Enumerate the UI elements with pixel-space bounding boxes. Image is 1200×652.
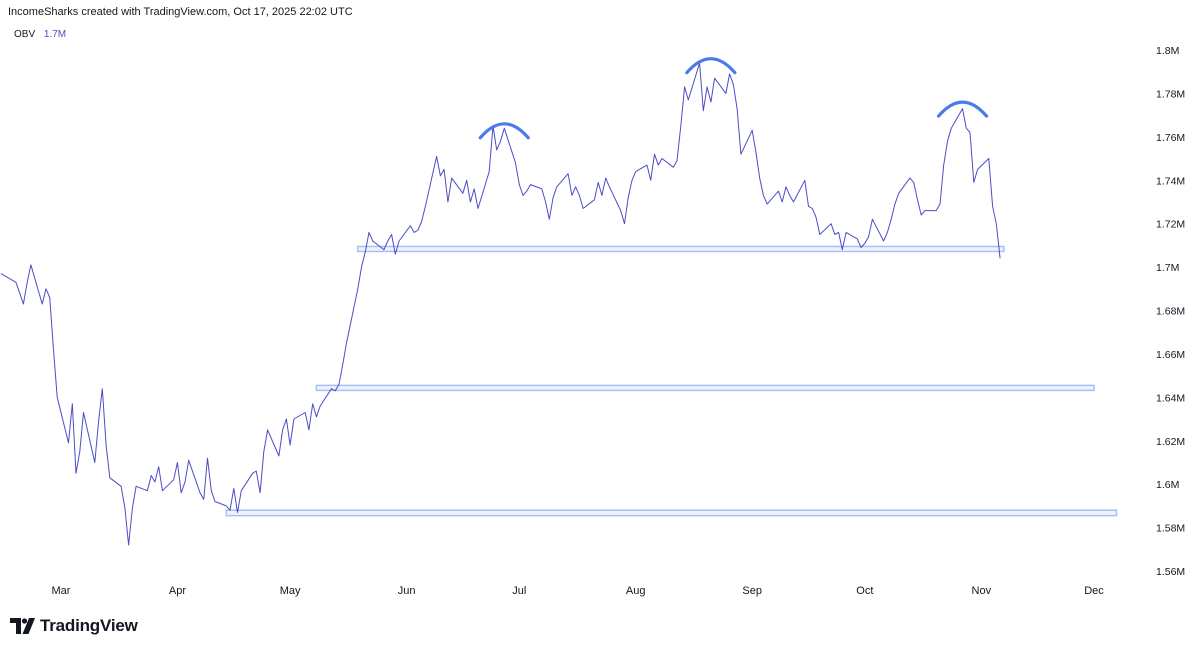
x-tick-label: May [280,585,301,597]
tradingview-brand: TradingView [40,616,138,635]
x-axis: Mar Apr May Jun Jul Aug Sep Oct Nov Dec [52,585,1105,597]
y-tick-label: 1.68M [1156,306,1185,318]
y-tick-label: 1.64M [1156,392,1185,404]
x-tick-label: Aug [626,585,646,597]
top-arc-1 [478,122,530,140]
indicator-legend[interactable]: OBV 1.7M [14,29,66,40]
x-tick-label: Sep [742,585,762,597]
indicator-name: OBV [14,29,36,40]
tradingview-logo[interactable]: TradingView [10,616,138,636]
y-tick-label: 1.58M [1156,523,1185,535]
x-tick-label: Oct [856,585,873,597]
y-tick-label: 1.72M [1156,219,1185,231]
support-zones [225,245,1118,517]
chart-attribution: IncomeSharks created with TradingView.co… [8,6,353,18]
support-zone-2[interactable] [315,384,1095,392]
x-tick-label: Jun [398,585,416,597]
y-tick-label: 1.7M [1156,262,1179,274]
support-zone-1[interactable] [357,245,1005,253]
support-zone-3[interactable] [225,509,1118,517]
x-tick-label: Nov [972,585,992,597]
x-tick-label: Apr [169,585,186,597]
obv-series-line [0,62,1001,546]
y-tick-label: 1.62M [1156,436,1185,448]
top-arc-2 [685,57,737,75]
y-tick-label: 1.78M [1156,88,1185,100]
x-tick-label: Jul [512,585,526,597]
y-tick-label: 1.6M [1156,479,1179,491]
y-tick-label: 1.66M [1156,349,1185,361]
top-arcs [478,57,989,140]
x-tick-label: Dec [1084,585,1104,597]
tradingview-logo-icon [10,618,35,634]
top-arc-3 [936,100,989,118]
x-tick-label: Mar [52,585,71,597]
y-axis: 1.8M 1.78M 1.76M 1.74M 1.72M 1.7M 1.68M 1.66M 1.… [1156,45,1185,578]
y-tick-label: 1.74M [1156,175,1185,187]
indicator-value: 1.7M [43,29,67,40]
y-tick-label: 1.56M [1156,566,1185,578]
y-tick-label: 1.8M [1156,45,1179,57]
y-tick-label: 1.76M [1156,132,1185,144]
